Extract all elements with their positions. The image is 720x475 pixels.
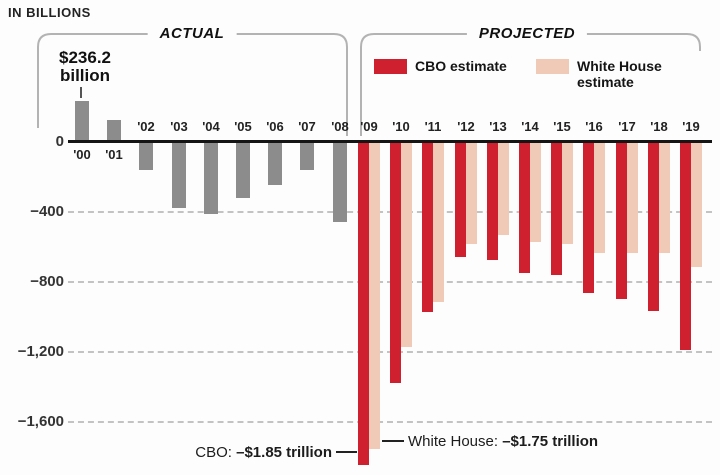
bar-actual-08 [333,142,347,222]
bar-cbo-09 [358,142,369,465]
year-label-01: '01 [105,147,123,162]
year-label-06: '06 [266,119,284,134]
year-label-17: '17 [618,119,636,134]
legend-cbo-label: CBO estimate [415,58,507,74]
projected-section-label: PROJECTED [466,25,588,42]
bar-cbo-10 [390,142,401,383]
white-house-swatch-icon [536,59,569,74]
year-label-00: '00 [73,147,91,162]
bar-actual-07 [300,142,314,170]
bar-wh-19 [691,142,702,267]
actual-section-label: ACTUAL [147,25,237,42]
bar-actual-04 [204,142,218,214]
year-label-02: '02 [137,119,155,134]
bar-cbo-16 [583,142,594,293]
year-label-15: '15 [553,119,571,134]
y-axis-tick-label: −1,200 [17,343,64,360]
bar-actual-02 [139,142,153,170]
bar-wh-18 [659,142,670,253]
cbo-2009-label: CBO: [195,444,232,461]
bar-cbo-17 [616,142,627,299]
bar-wh-16 [594,142,605,253]
legend-item-white-house: White House estimate [536,58,669,90]
bar-actual-03 [172,142,186,208]
bar-cbo-13 [487,142,498,260]
bar-cbo-12 [455,142,466,257]
bar-cbo-14 [519,142,530,273]
year-label-07: '07 [298,119,316,134]
zero-axis-line [68,140,712,143]
bar-actual-05 [236,142,250,198]
bar-wh-17 [627,142,638,253]
bar-cbo-15 [551,142,562,275]
white-house-2009-label: White House: [408,433,499,450]
bar-wh-10 [401,142,412,347]
year-label-13: '13 [489,119,507,134]
year-label-03: '03 [170,119,188,134]
cbo-swatch-icon [374,59,407,74]
year-label-04: '04 [202,119,220,134]
year-label-19: '19 [682,119,700,134]
bar-wh-13 [498,142,509,235]
bar-wh-09 [369,142,380,449]
bar-wh-12 [466,142,477,244]
legend-item-cbo: CBO estimate [374,58,507,74]
bar-cbo-19 [680,142,691,350]
year-label-16: '16 [585,119,603,134]
legend-white-house-label: White House estimate [577,58,662,90]
units-label: IN BILLIONS [8,5,91,20]
surplus-2000-value: $236.2 [59,48,111,67]
year-label-05: '05 [234,119,252,134]
y-axis-tick-label: −1,600 [17,413,64,430]
cbo-2009-value: –$1.85 trillion [236,444,332,461]
year-label-14: '14 [521,119,539,134]
surplus-2000-unit: billion [59,66,111,85]
y-axis-tick-label: −800 [30,273,64,290]
bar-wh-14 [530,142,541,242]
bar-actual-00 [75,101,89,142]
year-label-18: '18 [650,119,668,134]
cbo-2009-annotation: CBO: –$1.85 trillion [140,444,332,461]
bar-cbo-18 [648,142,659,311]
bar-actual-06 [268,142,282,185]
bar-actual-01 [107,120,121,142]
bar-wh-15 [562,142,573,244]
year-label-10: '10 [392,119,410,134]
gridline--1600 [68,421,712,423]
year-label-12: '12 [457,119,475,134]
bar-cbo-11 [422,142,433,312]
year-label-09: '09 [360,119,378,134]
bar-wh-11 [433,142,444,302]
white-house-2009-annotation: White House: –$1.75 trillion [408,433,598,450]
surplus-2000-annotation: $236.2 billion [30,49,140,85]
y-axis-tick-label: 0 [55,133,64,150]
white-house-2009-value: –$1.75 trillion [502,433,599,450]
year-label-11: '11 [424,119,442,134]
y-axis-tick-label: −400 [30,203,64,220]
